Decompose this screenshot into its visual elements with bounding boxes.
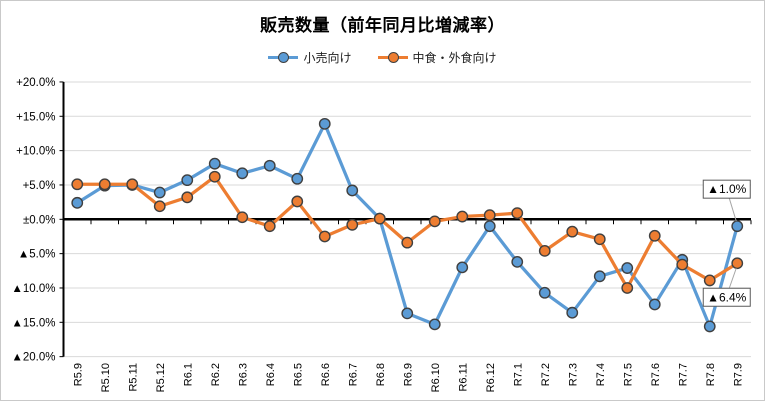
x-tick-label: R7.2 bbox=[540, 363, 552, 386]
x-tick-label: R5.10 bbox=[100, 363, 112, 392]
data-point bbox=[731, 257, 744, 270]
annotation-label: ▲1.0% bbox=[707, 182, 747, 196]
data-point bbox=[648, 229, 661, 242]
x-tick-label: R6.8 bbox=[375, 363, 387, 386]
data-point bbox=[621, 282, 634, 294]
data-point bbox=[346, 218, 359, 231]
data-point bbox=[98, 178, 111, 191]
y-tick-label: +10.0% bbox=[16, 146, 55, 158]
x-tick-label: R6.6 bbox=[320, 363, 332, 386]
data-point bbox=[538, 286, 551, 299]
foodservice-series-marker-icon bbox=[377, 51, 408, 63]
data-point bbox=[208, 157, 221, 170]
data-point bbox=[71, 178, 84, 191]
y-tick-label: ▲15.0% bbox=[12, 317, 56, 329]
series-line-0 bbox=[75, 122, 739, 329]
data-point bbox=[483, 220, 496, 233]
data-point bbox=[318, 230, 331, 243]
data-point bbox=[511, 207, 524, 220]
data-point bbox=[126, 178, 139, 191]
x-tick-label: R6.5 bbox=[292, 363, 304, 386]
series-line-1 bbox=[75, 175, 739, 290]
data-point bbox=[676, 258, 689, 271]
data-point bbox=[511, 255, 524, 268]
x-tick-label: R6.1 bbox=[182, 363, 194, 386]
annotation-leader bbox=[728, 198, 737, 222]
y-tick-label: +5.0% bbox=[23, 180, 56, 192]
data-point bbox=[593, 270, 606, 283]
data-point bbox=[153, 200, 166, 213]
x-tick-label: R6.2 bbox=[210, 363, 222, 386]
data-point bbox=[566, 225, 579, 238]
data-point bbox=[153, 186, 166, 199]
x-tick-label: R5.12 bbox=[155, 363, 167, 392]
y-tick-label: ▲10.0% bbox=[12, 283, 56, 295]
x-tick-label: R7.9 bbox=[732, 363, 744, 386]
y-tick-label: ▲5.0% bbox=[18, 249, 56, 261]
x-tick-label: R6.9 bbox=[402, 363, 414, 386]
data-point bbox=[538, 244, 551, 257]
data-point bbox=[373, 212, 386, 225]
data-point bbox=[263, 159, 276, 172]
data-point bbox=[401, 236, 414, 249]
data-point bbox=[456, 261, 469, 274]
data-point bbox=[483, 209, 496, 222]
y-tick-label: ±0.0% bbox=[23, 214, 56, 226]
data-point bbox=[291, 195, 304, 208]
y-tick-label: ▲20.0% bbox=[12, 352, 56, 364]
legend-label-foodservice: 中食・外食向け bbox=[412, 50, 497, 65]
x-tick-label: R7.8 bbox=[705, 363, 717, 386]
data-point bbox=[318, 117, 331, 130]
data-point bbox=[428, 215, 441, 228]
x-tick-label: R6.12 bbox=[485, 363, 497, 392]
x-tick-label: R7.5 bbox=[622, 363, 634, 386]
data-point bbox=[703, 274, 716, 287]
legend-label-retail: 小売向け bbox=[303, 50, 352, 65]
x-tick-label: R7.6 bbox=[650, 363, 662, 386]
x-tick-label: R7.7 bbox=[677, 363, 689, 386]
data-point bbox=[621, 262, 634, 274]
chart-title: 販売数量（前年同月比増減率） bbox=[260, 16, 505, 35]
x-tick-label: R5.9 bbox=[72, 363, 84, 386]
x-tick-label: R6.10 bbox=[430, 363, 442, 392]
chart-legend: 小売向け 中食・外食向け bbox=[1, 48, 764, 66]
data-point bbox=[181, 191, 194, 204]
data-point bbox=[236, 211, 249, 224]
annotation-box bbox=[702, 287, 751, 307]
x-tick-label: R6.11 bbox=[457, 363, 469, 392]
data-point bbox=[456, 210, 469, 223]
y-tick-label: +20.0% bbox=[16, 77, 55, 89]
data-point bbox=[593, 233, 606, 246]
annotation-box bbox=[702, 179, 751, 199]
data-point bbox=[263, 220, 276, 233]
x-tick-label: R6.4 bbox=[265, 363, 277, 386]
data-point bbox=[703, 320, 716, 333]
y-tick-label: +15.0% bbox=[16, 111, 55, 123]
x-tick-label: R7.4 bbox=[595, 363, 607, 386]
data-point bbox=[346, 184, 359, 197]
x-tick-label: R7.1 bbox=[512, 363, 524, 386]
retail-series-marker-icon bbox=[268, 51, 299, 63]
x-tick-label: R6.3 bbox=[237, 363, 249, 386]
data-point bbox=[236, 167, 249, 180]
x-tick-label: R5.11 bbox=[127, 363, 139, 392]
data-point bbox=[208, 170, 221, 183]
data-point bbox=[731, 220, 744, 233]
data-point bbox=[291, 172, 304, 185]
data-point bbox=[566, 306, 579, 319]
x-tick-label: R7.3 bbox=[567, 363, 579, 386]
annotation-label: ▲6.4% bbox=[707, 290, 747, 304]
annotation-leader bbox=[728, 268, 737, 289]
legend-item-foodservice: 中食・外食向け bbox=[377, 49, 497, 66]
x-tick-label: R6.7 bbox=[347, 363, 359, 386]
legend-item-retail: 小売向け bbox=[268, 49, 352, 66]
data-point bbox=[71, 196, 84, 209]
data-point bbox=[401, 307, 414, 320]
data-point bbox=[428, 318, 441, 331]
data-point bbox=[648, 298, 661, 311]
data-point bbox=[181, 174, 194, 187]
